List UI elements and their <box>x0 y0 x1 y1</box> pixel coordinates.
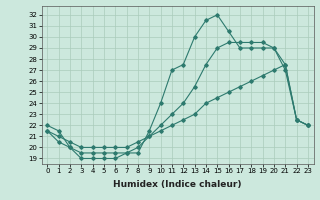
X-axis label: Humidex (Indice chaleur): Humidex (Indice chaleur) <box>113 180 242 189</box>
